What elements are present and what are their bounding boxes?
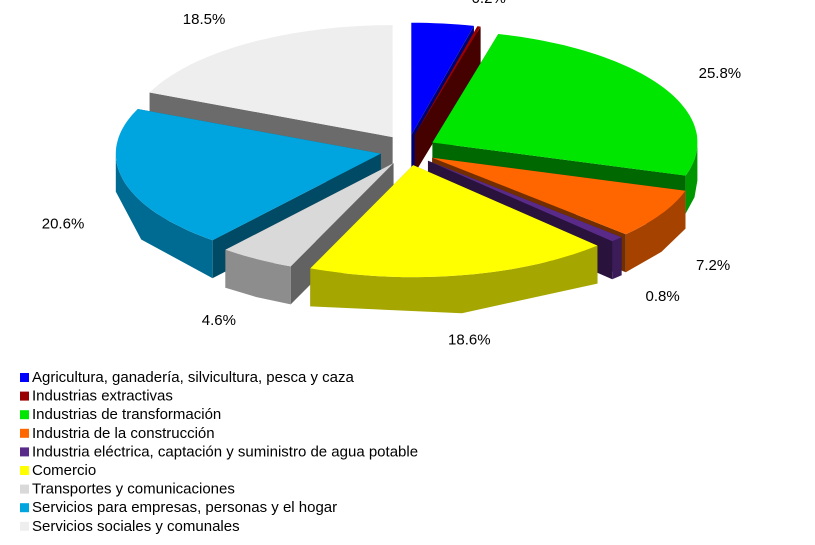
slice-face — [414, 26, 481, 174]
legend-swatch — [20, 521, 29, 531]
value-label: 7.2% — [696, 257, 730, 274]
slice-top — [414, 26, 481, 136]
slice-top — [115, 109, 381, 241]
slice-side — [310, 245, 598, 314]
legend-label: Transportes y comunicaciones — [32, 481, 235, 498]
legend-swatch — [20, 428, 29, 438]
value-label: 4.6% — [202, 312, 236, 329]
slice — [414, 26, 481, 174]
value-label: 18.6% — [448, 332, 491, 349]
legend-label: Agricultura, ganadería, silvicultura, pe… — [32, 369, 354, 386]
legend-label: Servicios para empresas, personas y el h… — [32, 499, 337, 516]
legend-label: Comercio — [32, 462, 96, 479]
legend-swatch — [20, 373, 29, 382]
value-label: 0.8% — [645, 288, 679, 305]
legend-swatch — [20, 410, 29, 420]
legend-label: Industria de la construcción — [32, 425, 215, 442]
slice-top — [149, 25, 393, 138]
value-label: 3.8% — [431, 0, 465, 4]
slice-top — [411, 22, 474, 135]
legend-label: Industrias extractivas — [32, 388, 173, 405]
slice-side — [685, 142, 698, 214]
slice-top — [432, 34, 698, 176]
slice-side — [625, 190, 686, 273]
value-label: 25.8% — [699, 65, 742, 82]
legend-swatch — [20, 466, 29, 475]
slice-top — [432, 157, 686, 235]
legend-label: Industrias de transformación — [32, 406, 221, 423]
slice-side — [225, 249, 291, 305]
legend-label: Servicios sociales y comunales — [32, 518, 240, 535]
slice-top — [225, 163, 394, 267]
legend-swatch — [20, 391, 29, 401]
slice-top — [427, 160, 622, 242]
legend-label: Industria eléctrica, captación y suminis… — [32, 443, 418, 460]
value-label: 18.5% — [183, 11, 226, 28]
legend-swatch — [20, 503, 29, 513]
value-label: 0.2% — [472, 0, 506, 7]
value-label: 20.6% — [42, 215, 85, 232]
slice-top — [310, 165, 598, 278]
slice-side — [115, 153, 213, 279]
slice-side — [612, 237, 622, 280]
slice — [310, 165, 598, 314]
legend-swatch — [20, 447, 29, 457]
legend-swatch — [20, 484, 29, 494]
